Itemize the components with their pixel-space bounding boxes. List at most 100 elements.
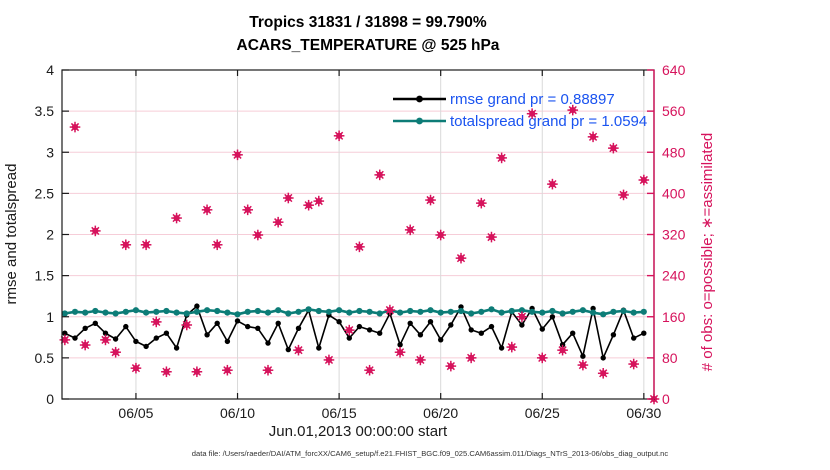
obs-point-core bbox=[102, 336, 109, 343]
obs-point bbox=[69, 121, 81, 133]
obs-point-core bbox=[620, 191, 627, 199]
obs-point-core bbox=[579, 361, 586, 369]
rmse-layer-point bbox=[366, 327, 373, 333]
obs-point-core bbox=[214, 241, 221, 248]
obs-point-core bbox=[366, 367, 373, 374]
obs-point bbox=[90, 225, 101, 237]
obs-point-core bbox=[183, 321, 190, 329]
x-tick-label: 06/30 bbox=[626, 405, 661, 421]
chart-title-line2: ACARS_TEMPERATURE @ 525 hPa bbox=[237, 37, 500, 54]
spread-layer-point bbox=[569, 308, 576, 315]
obs-point-core bbox=[112, 349, 119, 356]
obs-point bbox=[222, 364, 233, 376]
obs-point-core bbox=[346, 327, 353, 334]
spread-layer-point bbox=[590, 309, 597, 316]
spread-layer-point bbox=[478, 308, 485, 315]
obs-point-core bbox=[417, 356, 424, 364]
obs-point bbox=[272, 216, 284, 228]
rmse-layer-point bbox=[407, 320, 413, 326]
spread-layer-point bbox=[264, 309, 272, 316]
rmse-layer-point bbox=[316, 345, 322, 351]
totalspread-series bbox=[61, 306, 647, 318]
rmse-layer-point bbox=[214, 320, 220, 326]
obs-point bbox=[496, 152, 507, 164]
spread-layer-point bbox=[600, 311, 607, 318]
obs-point-core bbox=[386, 306, 393, 314]
spread-layer-point bbox=[356, 307, 363, 315]
obs-point bbox=[374, 169, 386, 181]
obs-point-core bbox=[457, 255, 465, 262]
right-tick-label: 560 bbox=[662, 103, 686, 119]
obs-point-core bbox=[153, 318, 160, 325]
legend-label-totalspread: totalspread grand pr = 1.0594 bbox=[450, 113, 647, 130]
obs-point bbox=[608, 142, 619, 154]
spread-layer-point bbox=[366, 308, 373, 315]
rmse-layer-point bbox=[234, 318, 241, 324]
rmse-layer-point bbox=[631, 335, 637, 341]
obs-point bbox=[486, 231, 497, 243]
rmse-layer-point bbox=[204, 332, 210, 338]
obs-point-core bbox=[488, 233, 495, 241]
obs-point-core bbox=[549, 181, 556, 188]
obs-point bbox=[79, 339, 91, 351]
obs-point bbox=[628, 358, 639, 370]
spread-layer-point bbox=[315, 307, 322, 315]
obs-point-core bbox=[244, 206, 251, 213]
obs-point-core bbox=[92, 227, 99, 235]
obs-point bbox=[384, 304, 396, 316]
obs-point-core bbox=[468, 354, 475, 361]
left-tick-label: 2 bbox=[46, 227, 54, 243]
obs-point bbox=[516, 311, 528, 323]
obs-point bbox=[333, 130, 345, 142]
rmse-layer-point bbox=[570, 330, 576, 336]
left-tick-label: 0.5 bbox=[35, 350, 55, 366]
obs-point bbox=[465, 352, 477, 364]
rmse-layer-point bbox=[346, 335, 352, 341]
obs-point bbox=[476, 197, 487, 209]
obs-point bbox=[120, 239, 132, 251]
rmse-layer-point bbox=[580, 353, 586, 359]
spread-layer-point bbox=[143, 309, 150, 316]
obs-point-core bbox=[589, 133, 597, 140]
rmse-layer-path bbox=[64, 305, 645, 359]
right-tick-label: 640 bbox=[662, 62, 686, 78]
obs-point bbox=[618, 189, 629, 201]
obs-point bbox=[343, 324, 355, 336]
gridlines bbox=[62, 70, 654, 399]
rmse-layer-point bbox=[397, 342, 403, 348]
obs-point-core bbox=[356, 243, 363, 250]
obs-point-core bbox=[630, 360, 637, 368]
x-tick-label: 06/10 bbox=[220, 405, 255, 421]
spread-layer-point bbox=[82, 309, 89, 316]
obs-point-core bbox=[71, 123, 79, 131]
x-tick-label: 06/15 bbox=[322, 405, 357, 421]
spread-layer-point bbox=[183, 310, 190, 317]
obs-scatter bbox=[59, 104, 660, 405]
spread-layer-point bbox=[529, 308, 536, 315]
rmse-layer-point bbox=[438, 337, 444, 343]
rmse-layer-point bbox=[417, 332, 424, 338]
spread-layer-point bbox=[234, 311, 241, 318]
spread-layer-point bbox=[437, 309, 444, 316]
obs-point bbox=[201, 204, 213, 216]
obs-point-core bbox=[143, 241, 150, 248]
obs-point-core bbox=[569, 106, 576, 114]
spread-layer-point bbox=[508, 307, 515, 315]
obs-point-core bbox=[61, 336, 68, 343]
spread-layer-point bbox=[193, 308, 200, 315]
obs-point-core bbox=[610, 145, 617, 152]
rmse-layer-point bbox=[377, 330, 383, 336]
rmse-layer-point bbox=[448, 322, 454, 328]
obs-point-core bbox=[427, 196, 434, 204]
obs-point-core bbox=[254, 231, 261, 239]
chart-title-line1: Tropics 31831 / 31898 = 99.790% bbox=[249, 14, 487, 31]
obs-point-core bbox=[203, 206, 211, 213]
rmse-layer-point bbox=[498, 345, 505, 351]
rmse-layer-point bbox=[82, 325, 88, 331]
rmse-layer-point bbox=[133, 338, 139, 345]
right-tick-label: 480 bbox=[662, 144, 686, 160]
rmse-layer-point bbox=[468, 327, 474, 333]
obs-point bbox=[283, 192, 294, 204]
obs-point bbox=[150, 316, 162, 328]
spread-layer-point bbox=[518, 307, 526, 314]
